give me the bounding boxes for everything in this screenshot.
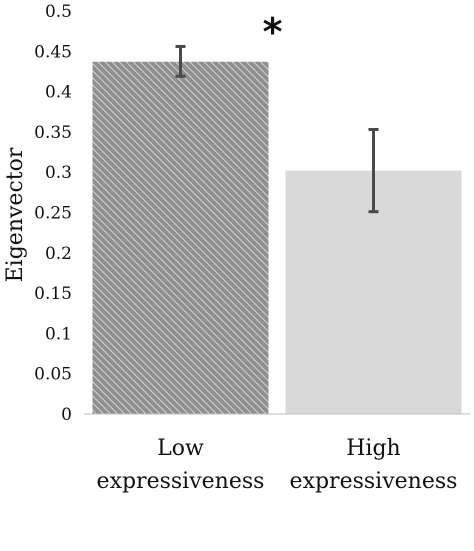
y-tick-label: 0.5 [45,2,72,22]
y-tick-label: 0.05 [34,365,72,385]
y-tick-label: 0.1 [45,324,72,344]
y-tick-label: 0.3 [45,163,72,183]
y-tick-label: 0.15 [34,284,72,304]
x-category-label-line: Low [157,436,204,461]
y-tick-label: 0 [61,405,72,425]
bars-group [92,61,462,414]
significance-marker: * [263,10,283,54]
bar-low-expressiveness [92,61,269,414]
y-tick-label: 0.45 [34,42,72,62]
x-category-label-line: High [346,436,400,461]
y-tick-label: 0.35 [34,123,72,143]
y-tick-label: 0.2 [45,244,72,264]
y-axis-label: Eigenvector [3,147,28,282]
y-axis-tick-labels: 0 0.05 0.1 0.15 0.2 0.25 0.3 0.35 0.4 0.45 0.5 [34,2,72,425]
y-tick-label: 0.25 [34,204,72,224]
category-labels: Low expressiveness High expressiveness [97,436,458,494]
error-bars-group [175,44,379,214]
x-category-label-line: expressiveness [97,469,265,494]
y-tick-label: 0.4 [45,83,72,103]
x-category-label-line: expressiveness [290,469,458,494]
